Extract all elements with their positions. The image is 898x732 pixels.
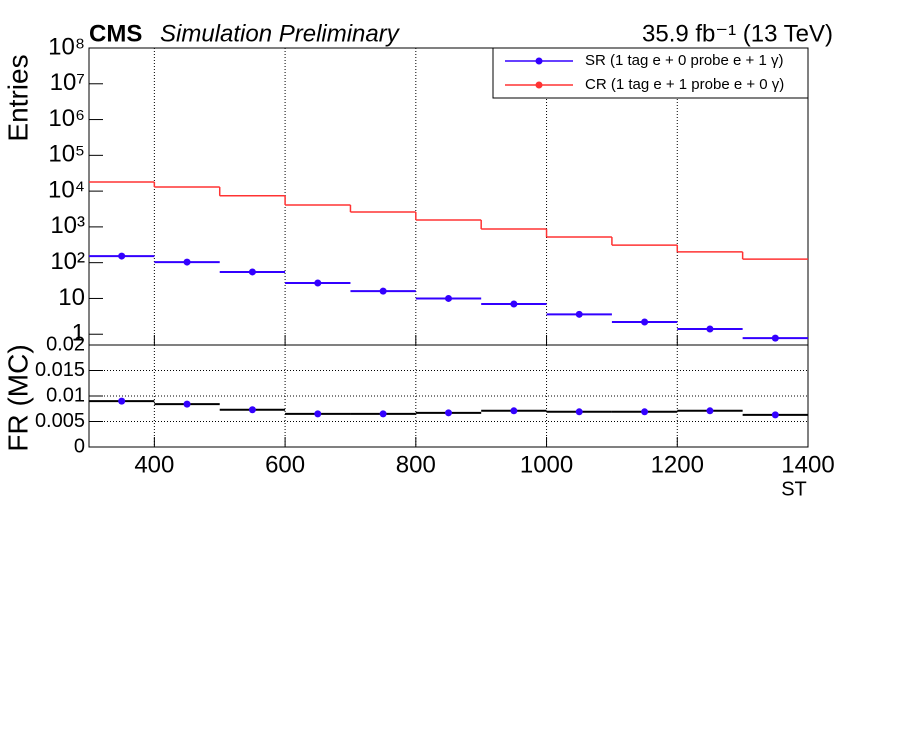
- y-tick-label: 0.005: [35, 410, 85, 432]
- point: [641, 318, 649, 326]
- y-tick-label: 1: [72, 320, 85, 347]
- point: [771, 411, 779, 419]
- x-tick-label: 800: [396, 451, 436, 478]
- legend-marker: [535, 57, 543, 65]
- y-tick-label: 10⁷: [50, 69, 85, 96]
- y-tick-label: 10²: [50, 248, 85, 275]
- y-tick-label: 0.02: [46, 333, 85, 355]
- point: [314, 279, 322, 287]
- x-axis-label: ST: [781, 478, 807, 500]
- point: [445, 294, 452, 302]
- y-tick-label: 10⁶: [48, 105, 85, 132]
- y-tick-label: 0: [74, 435, 85, 457]
- luminosity-label: 35.9 fb⁻¹ (13 TeV): [642, 20, 833, 47]
- y-tick-label: 10⁴: [48, 176, 85, 203]
- point: [118, 252, 126, 260]
- point: [183, 400, 191, 408]
- point: [248, 268, 256, 276]
- point: [379, 410, 387, 418]
- legend-label: CR (1 tag e + 1 probe e + 0 γ): [585, 76, 784, 93]
- point: [445, 409, 452, 417]
- point: [771, 334, 779, 342]
- point: [706, 325, 714, 333]
- point: [183, 258, 191, 266]
- legend-box: [492, 47, 809, 99]
- y-axis-label: Entries: [2, 54, 33, 141]
- simulation-label: Simulation Preliminary: [160, 20, 401, 47]
- point: [706, 407, 714, 415]
- point: [641, 408, 649, 416]
- point: [510, 300, 518, 308]
- y-tick-label: 10⁵: [48, 141, 85, 168]
- point: [248, 406, 256, 414]
- cms-label: CMS: [89, 20, 142, 47]
- point: [314, 410, 322, 418]
- x-tick-label: 1000: [520, 451, 573, 478]
- point: [118, 397, 126, 405]
- point: [510, 407, 518, 415]
- legend-marker: [535, 81, 543, 89]
- x-tick-label: 1200: [651, 451, 704, 478]
- plot-frame: [88, 344, 809, 448]
- y-tick-label: 10³: [50, 212, 85, 239]
- y-tick-label: 0.01: [46, 384, 85, 406]
- x-tick-label: 600: [265, 451, 305, 478]
- x-tick-label: 1400: [781, 451, 834, 478]
- y-axis-label: FR (MC): [2, 344, 33, 451]
- point: [575, 310, 583, 318]
- point: [379, 287, 387, 295]
- y-tick-label: 10: [58, 284, 85, 311]
- y-tick-label: 0.015: [35, 359, 85, 381]
- y-tick-label: 10⁸: [48, 33, 85, 60]
- point: [575, 408, 583, 416]
- x-tick-label: 400: [134, 451, 174, 478]
- legend-label: SR (1 tag e + 0 probe e + 1 γ): [585, 52, 783, 69]
